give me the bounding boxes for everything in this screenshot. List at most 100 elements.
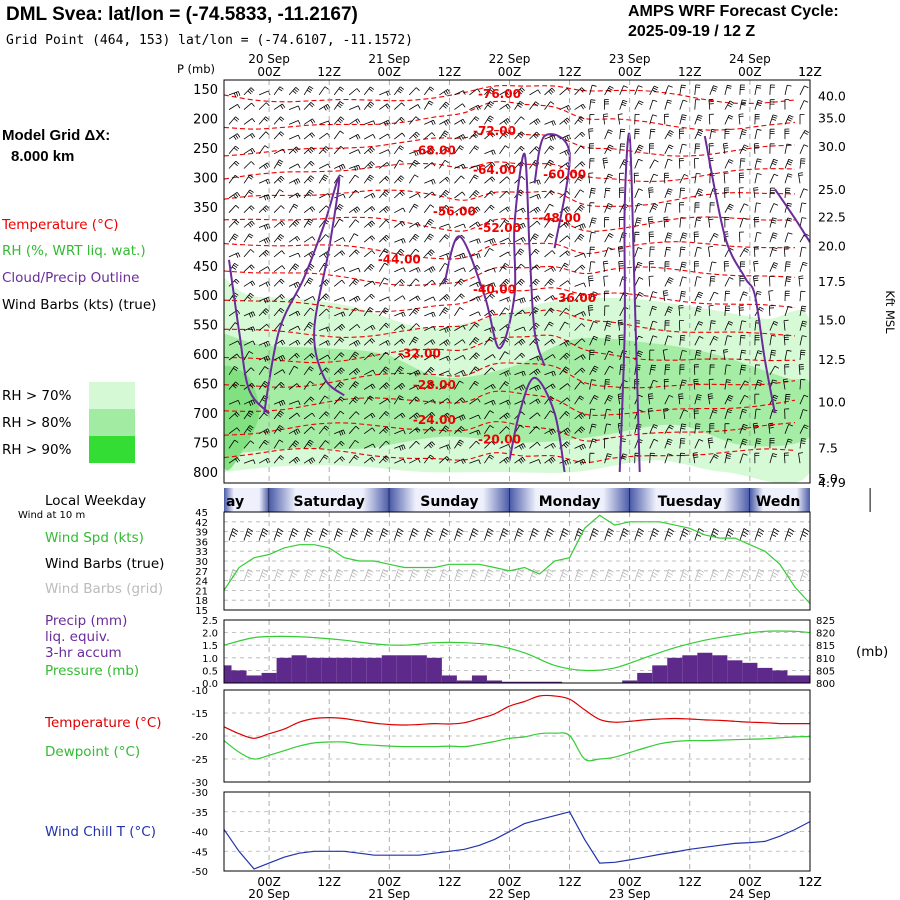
pressure-tick-label: 250 [193,142,218,157]
pressure-tick-label: 805 [816,666,835,677]
rh-80-region [224,333,810,455]
rh-swatch [89,382,135,409]
wind-barb-true [423,528,434,541]
wind-barb-true [288,528,299,541]
temperature-contour-label: -56.00 [433,204,476,218]
wind-barb-grid [484,568,494,582]
precip-bar [396,655,412,683]
precip-bar [697,652,713,683]
wind-barb-grid [303,568,314,582]
bottom-hour-label: 00Z [498,875,522,889]
height-tick-label: 15.0 [818,312,846,327]
rh-swatch-label: RH > 80% [2,415,72,431]
height-tick-label: 4.79 [818,475,846,490]
wind-barb-true [679,528,689,541]
pressure-tick-label: 150 [193,83,218,98]
wind-barb-true [724,528,735,541]
bottom-hour-label: 12Z [438,875,462,889]
wind-tick-label: 45 [195,508,208,519]
chill-tick-label: -40 [192,828,208,839]
weekday-axis-label: Local Weekday [45,493,146,509]
precip-bar [486,680,502,683]
wind-chill-line [224,811,810,870]
wind-barb-true [559,528,569,541]
wind-barb-true [784,528,795,541]
bottom-hour-label: 00Z [618,875,642,889]
weekday-cell [509,488,630,512]
wind-barb-grid [739,568,750,582]
temperature-line [224,694,810,739]
profile-plot [224,84,810,483]
precip-legend-line: 3-hr accum [45,645,122,661]
cloud-outline [703,135,776,414]
rh-swatch-label: RH > 90% [2,442,72,458]
precip-bar [456,680,472,683]
wind-barb-true [499,528,509,541]
pressure-line [224,630,810,672]
precip-bar [351,657,367,683]
precip-bar [772,670,788,683]
bottom-hour-label: 00Z [738,875,762,889]
wind-barb-true [228,528,239,541]
wind-barbs-grid-legend: Wind Barbs (grid) [45,581,163,597]
dewpoint-line [224,732,810,762]
precip-bar [336,657,352,683]
wind-tick-label: 30 [195,557,208,568]
weekday-label: Wedn [756,494,800,510]
top-date-label: 23 Sep [609,52,651,66]
rh-legend: RH (%, WRT liq. wat.) [2,243,146,259]
chill-tick-label: -30 [192,788,208,799]
precip-tick-label: 2.0 [202,629,218,640]
wind-tick-label: 18 [195,596,208,607]
barbs-legend: Wind Barbs (kts) (true) [2,297,157,313]
pressure-tick-label: 450 [193,260,218,275]
wind-barb-true [514,528,524,541]
wind-barb-true [574,528,584,541]
wind-barb-true [604,528,614,541]
wind-tick-label: 15 [195,606,208,617]
bottom-hour-label: 00Z [257,875,281,889]
wind-barb-grid [529,568,539,582]
top-hour-label: 12Z [558,65,582,79]
weekday-bar: ay Saturday Sunday Monday Tuesday Wedn [224,488,871,512]
temperature-contour-label: -64.00 [473,163,516,177]
cloud-outline [533,133,571,249]
pressure-tick-label: 300 [193,171,218,186]
bottom-date-label: 21 Sep [368,887,410,900]
wind-plot [224,512,810,610]
wind-barb-true [469,528,479,541]
precip-legend-line: liq. equiv. [45,629,110,645]
pressure-legend: Pressure (mb) [45,663,139,679]
temperature-contour-label: -44.00 [378,253,421,267]
wind-barb-true [333,528,344,541]
temp-tick-label: -10 [192,686,208,697]
temperature-contour-label: -24.00 [413,413,456,427]
wind-panel-title: Wind at 10 m [18,510,85,521]
height-tick-label: 10.0 [818,394,846,409]
wind-barb-grid [544,568,554,582]
temperature-legend: Temperature (°C) [2,217,119,233]
wind-barb-grid [679,568,689,582]
temperature-series-legend: Temperature (°C) [44,715,162,731]
precip-bar [261,672,277,683]
precip-bar [276,657,292,683]
wind-barb-true [799,528,810,541]
cloud-outline [508,376,566,473]
bottom-hour-label: 12Z [798,875,822,889]
wind-barb-true [318,528,329,541]
temperature-contour-label: -28.00 [413,378,456,392]
wind-barb-grid [258,568,269,582]
wind-barb-grid [318,568,329,582]
wind-barb-grid [604,568,614,582]
wind-barb-true [754,528,765,541]
wind-barb-grid [724,568,735,582]
precip-bar [224,665,232,683]
pressure-tick-label: 815 [816,641,835,652]
profile-frame [223,79,811,484]
wind-barb-grid [574,568,584,582]
wind-frame [223,511,811,611]
temperature-contour-label: -32.00 [398,346,441,360]
precip-bar [246,675,262,683]
top-date-label: 24 Sep [729,52,771,66]
